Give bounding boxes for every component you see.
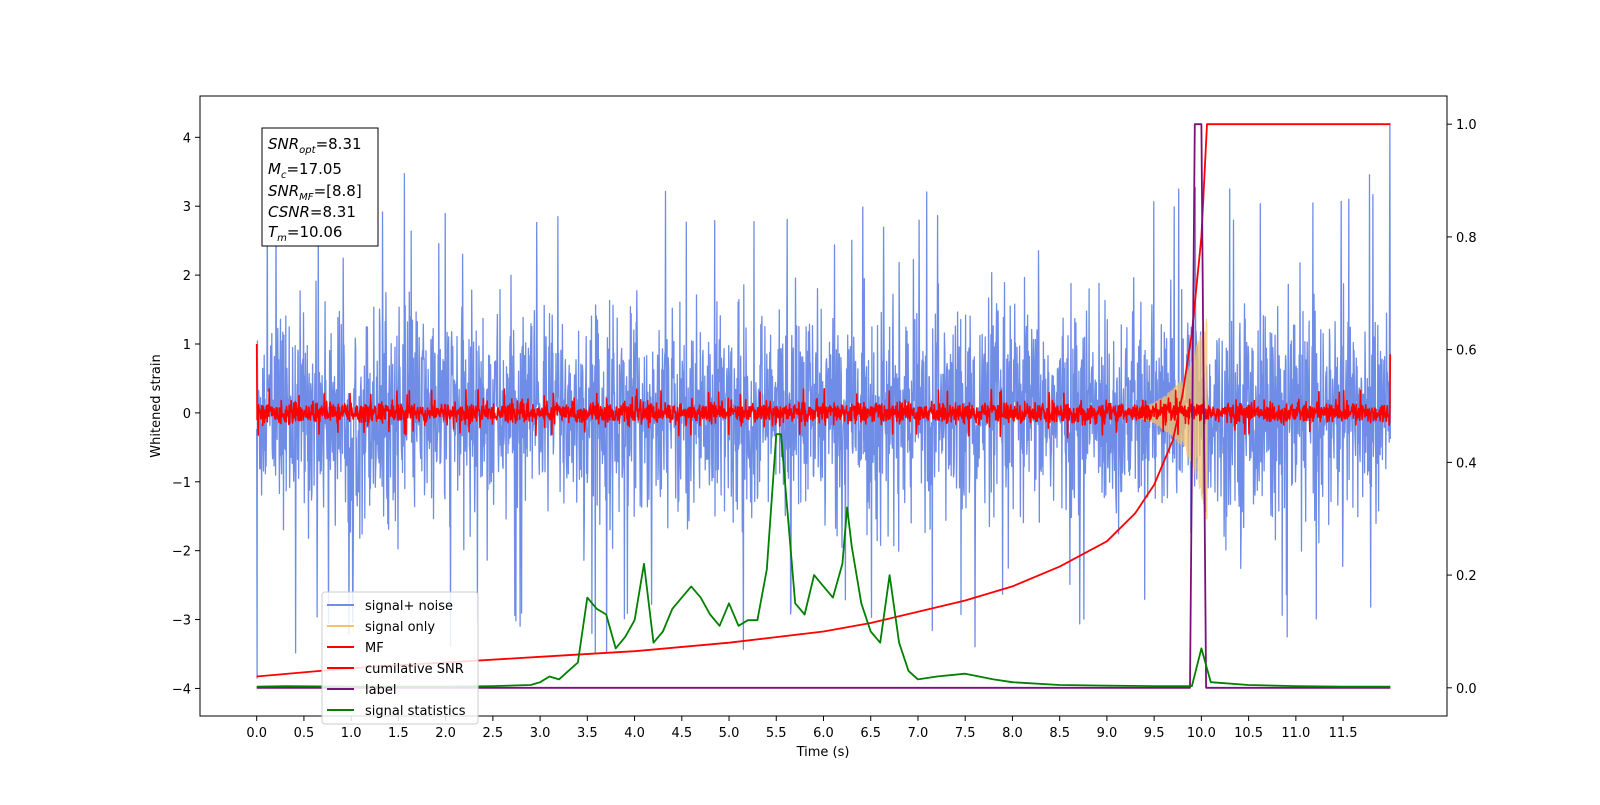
x-tick-label: 3.0 [530, 726, 551, 741]
x-tick-label: 8.0 [1002, 726, 1023, 741]
series-group [255, 122, 1392, 689]
series-line-2 [255, 343, 1392, 439]
info-tm: Tm=10.06 [268, 223, 342, 244]
x-tick-label: 11.0 [1281, 726, 1310, 741]
x-tick-label: 4.0 [624, 726, 645, 741]
legend-label: signal statistics [365, 704, 466, 719]
x-tick-label: 10.5 [1234, 726, 1263, 741]
legend-frame [321, 591, 479, 725]
x-tick-label: 7.5 [955, 726, 976, 741]
x-tick-label: 11.5 [1329, 726, 1358, 741]
info-csnr: CSNR=8.31 [268, 203, 356, 221]
x-tick-label: 7.0 [908, 726, 929, 741]
x-tick-label: 4.5 [671, 726, 692, 741]
series-line-5 [256, 433, 1391, 688]
legend-label: signal only [365, 620, 435, 635]
y-tick-label: 1 [183, 338, 191, 353]
legend-label: cumilative SNR [365, 662, 464, 677]
legend: signal+ noise signal only MF cumilative SNR… [321, 591, 479, 725]
x-tick-label: 3.5 [577, 726, 598, 741]
y-tick-label: 3 [183, 200, 191, 215]
y-right-tick-label: 0.4 [1456, 456, 1477, 471]
x-tick-label: 6.5 [860, 726, 881, 741]
y-tick-label: 0 [183, 407, 191, 422]
x-tick-label: 5.0 [719, 726, 740, 741]
y-right-tick-label: 0.8 [1456, 231, 1477, 246]
info-mc: Mc=17.05 [268, 160, 342, 181]
y-tick-label: 4 [183, 131, 191, 146]
x-tick-label: 1.5 [388, 726, 409, 741]
y-right-tick-label: 1.0 [1456, 118, 1477, 133]
x-tick-label: 9.0 [1097, 726, 1118, 741]
y-right-tick-label: 0.2 [1456, 569, 1477, 584]
info-box: SNRopt=8.31 Mc=17.05 SNRMF=[8.8] CSNR=8.… [261, 127, 379, 247]
y-right-tick-label: 0.6 [1456, 344, 1477, 359]
y-right-tick-label: 0.0 [1456, 682, 1477, 697]
x-tick-label: 1.0 [341, 726, 362, 741]
y-tick-label: 2 [183, 269, 191, 284]
ticks-layer: 0.0 0.5 1.0 1.5 2.0 2.5 3.0 3.5 4.0 4.5 5.0 5.5 6.0 6… [172, 118, 1477, 741]
x-tick-label: 10.0 [1187, 726, 1216, 741]
x-tick-label: 6.0 [813, 726, 834, 741]
x-tick-label: 9.5 [1144, 726, 1165, 741]
x-tick-label: 2.5 [483, 726, 504, 741]
x-tick-label: 2.0 [435, 726, 456, 741]
y-tick-label: −3 [172, 614, 191, 629]
x-tick-label: 8.5 [1049, 726, 1070, 741]
info-snr-mf: SNRMF=[8.8] [268, 182, 362, 203]
y-tick-label: −1 [172, 476, 191, 491]
y-tick-label: −2 [172, 545, 191, 560]
y-axis-label: Whitened strain [149, 354, 164, 457]
x-tick-label: 0.0 [246, 726, 267, 741]
info-box-frame [261, 127, 379, 247]
legend-label: signal+ noise [365, 599, 453, 614]
x-axis-label: Time (s) [796, 745, 850, 760]
legend-label: label [365, 683, 396, 698]
info-snr-opt: SNRopt=8.31 [268, 135, 362, 156]
x-tick-label: 0.5 [294, 726, 315, 741]
legend-label: MF [365, 641, 384, 656]
series-line-3 [256, 123, 1391, 678]
y-tick-label: −4 [172, 682, 191, 697]
series-layer [255, 122, 1392, 689]
series-line-4 [256, 123, 1391, 689]
x-tick-label: 5.5 [766, 726, 787, 741]
